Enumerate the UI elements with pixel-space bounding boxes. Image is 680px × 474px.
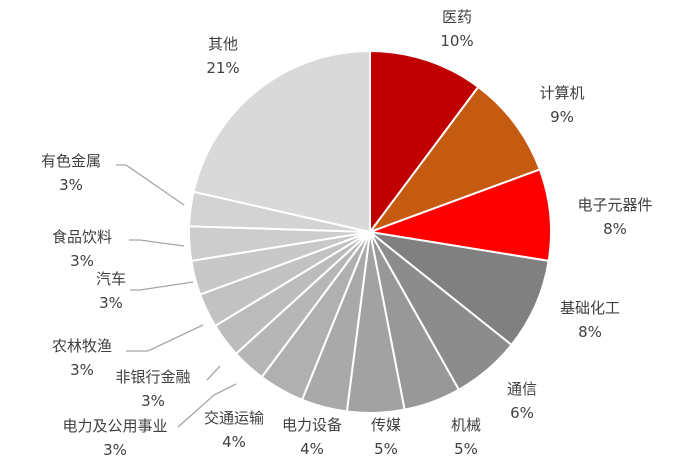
slice-percent-label: 5% bbox=[374, 440, 398, 458]
slice-percent-label: 8% bbox=[578, 323, 602, 341]
slice-category-label: 电子元器件 bbox=[577, 196, 652, 214]
pie-slice-2 bbox=[367, 85, 542, 235]
slice-label-5: 通信 6% bbox=[507, 380, 537, 422]
leader-line-11 bbox=[206, 365, 221, 381]
slice-category-label: 汽车 bbox=[96, 270, 126, 288]
slice-label-9: 交通运输 4% bbox=[204, 409, 264, 451]
slice-category-label: 食品饮料 bbox=[52, 228, 112, 246]
slice-percent-label: 5% bbox=[454, 440, 478, 458]
leader-line-14 bbox=[129, 239, 185, 247]
pie-slice-4 bbox=[366, 230, 550, 347]
slice-percent-label: 3% bbox=[70, 252, 94, 270]
slice-category-label: 计算机 bbox=[539, 84, 584, 102]
leader-line-15 bbox=[116, 164, 185, 206]
slice-category-label: 电力设备 bbox=[282, 416, 342, 434]
slice-percent-label: 3% bbox=[103, 441, 127, 459]
slice-percent-label: 3% bbox=[59, 176, 83, 194]
slice-label-14: 食品饮料 3% bbox=[52, 228, 112, 270]
leader-line-10 bbox=[177, 383, 237, 428]
slice-label-6: 机械 5% bbox=[451, 416, 481, 458]
slice-label-7: 传媒 5% bbox=[371, 416, 401, 458]
slice-category-label: 交通运输 bbox=[204, 409, 264, 427]
slice-category-label: 其他 bbox=[208, 35, 238, 53]
slice-percent-label: 3% bbox=[70, 361, 94, 379]
pie-slice-1 bbox=[369, 49, 480, 236]
slice-category-label: 医药 bbox=[442, 8, 472, 26]
slice-percent-label: 4% bbox=[300, 440, 324, 458]
slice-category-label: 农林牧渔 bbox=[52, 337, 112, 355]
slice-category-label: 有色金属 bbox=[41, 152, 101, 170]
slice-percent-label: 4% bbox=[222, 433, 246, 451]
slice-label-11: 非银行金融 3% bbox=[115, 368, 190, 410]
slice-label-12: 农林牧渔 3% bbox=[52, 337, 112, 379]
slice-label-16: 其他 21% bbox=[206, 35, 239, 77]
slice-label-15: 有色金属 3% bbox=[41, 152, 101, 194]
slice-percent-label: 6% bbox=[510, 404, 534, 422]
slice-label-13: 汽车 3% bbox=[96, 270, 126, 312]
slice-percent-label: 10% bbox=[440, 32, 473, 50]
slice-category-label: 传媒 bbox=[371, 416, 401, 434]
slice-label-3: 电子元器件 8% bbox=[577, 196, 652, 238]
slice-category-label: 通信 bbox=[507, 380, 537, 398]
slice-category-label: 电力及公用事业 bbox=[62, 417, 167, 435]
slice-category-label: 非银行金融 bbox=[115, 368, 190, 386]
slice-percent-label: 3% bbox=[99, 294, 123, 312]
slice-labels: 医药 10% 计算机 9% 电子元器件 8% 基础化工 8% 通信 6% 机械 5% 传媒 5% 电力设备 4… bbox=[41, 8, 653, 459]
slice-percent-label: 21% bbox=[206, 59, 239, 77]
slice-label-2: 计算机 9% bbox=[539, 84, 584, 126]
slice-category-label: 基础化工 bbox=[560, 299, 620, 317]
slice-category-label: 机械 bbox=[451, 416, 481, 434]
pie-slice-16 bbox=[192, 49, 371, 234]
slice-percent-label: 8% bbox=[603, 220, 627, 238]
slice-label-1: 医药 10% bbox=[440, 8, 473, 50]
leader-lines bbox=[116, 164, 237, 428]
leader-line-12 bbox=[126, 324, 204, 352]
slice-label-10: 电力及公用事业 3% bbox=[62, 417, 167, 459]
leader-line-13 bbox=[130, 281, 194, 291]
pie-slice-3 bbox=[366, 168, 552, 263]
slice-percent-label: 9% bbox=[550, 108, 574, 126]
slice-label-8: 电力设备 4% bbox=[282, 416, 342, 458]
slice-label-4: 基础化工 8% bbox=[560, 299, 620, 341]
slice-percent-label: 3% bbox=[141, 392, 165, 410]
pie-slices bbox=[188, 49, 552, 414]
